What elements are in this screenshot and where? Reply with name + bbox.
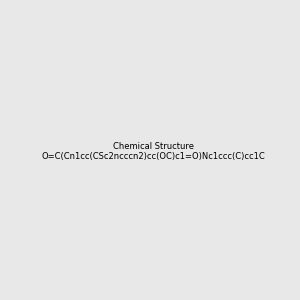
Text: Chemical Structure
O=C(Cn1cc(CSc2ncccn2)cc(OC)c1=O)Nc1ccc(C)cc1C: Chemical Structure O=C(Cn1cc(CSc2ncccn2)… [42, 142, 266, 161]
